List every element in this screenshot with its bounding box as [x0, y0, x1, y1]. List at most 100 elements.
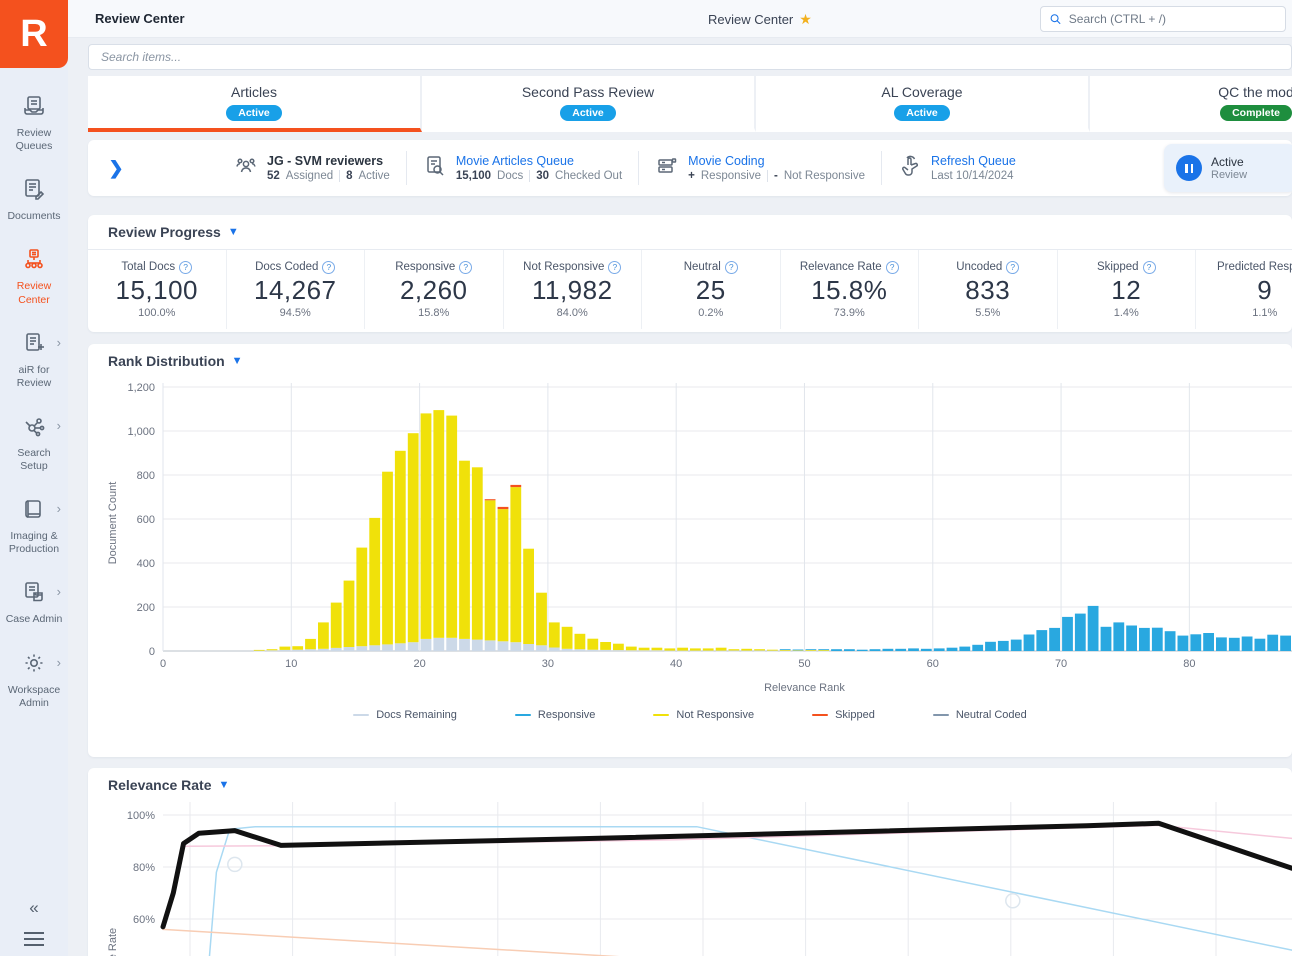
stat-label: Skipped?: [1097, 260, 1156, 274]
stat-label: Total Docs?: [121, 260, 193, 274]
legend-skipped: Skipped: [812, 709, 875, 721]
review-progress-title: Review Progress: [108, 224, 221, 240]
tab-articles[interactable]: Articles Active: [88, 76, 422, 132]
stat-percent: 1.1%: [1252, 306, 1278, 319]
queue-segment-title[interactable]: Movie Coding: [688, 154, 765, 168]
project-tabs: Articles Active Second Pass Review Active AL…: [88, 76, 1292, 132]
queue-segment-stats: 15,100 Docs 30 Checked Out: [455, 170, 623, 182]
queue-segment-title[interactable]: Movie Articles Queue: [455, 154, 574, 168]
status-badge: Active: [894, 104, 950, 121]
svg-text:10: 10: [285, 658, 297, 670]
not-responsive-bars: [253, 410, 830, 651]
rank-chart-legend: Docs Remaining Responsive Not Responsive Sk…: [88, 709, 1292, 721]
divider: [881, 151, 882, 185]
sidebar-item-label: Review Center: [16, 280, 52, 306]
queue-segment-jg-svm-reviewers: JG - SVM reviewers 52 Assigned 8 Active: [144, 150, 406, 186]
lower-bound-orange--line: [162, 928, 620, 956]
sidebar-item-review-queues[interactable]: Review Queues: [0, 90, 68, 157]
stat-docs-coded: Docs Coded? 14,267 94.5%: [227, 250, 365, 329]
stat-value: 15,100: [115, 274, 199, 305]
help-icon[interactable]: ?: [322, 260, 336, 274]
breadcrumb-title: Review Center ★: [708, 11, 812, 27]
docs-remaining-bars: [253, 637, 830, 652]
svg-text:80: 80: [1183, 658, 1195, 670]
help-icon[interactable]: ?: [459, 260, 473, 274]
refresh-icon: [898, 154, 922, 183]
help-icon[interactable]: ?: [1006, 260, 1020, 274]
svg-text:400: 400: [137, 558, 155, 570]
rank-distribution-chart: 0 200 400 600 800 1,000 1,200 0 10 20 30 40 50 60 70 80…: [88, 378, 1292, 713]
sidebar-item-air-for-review[interactable]: › aiR for Review: [0, 327, 68, 394]
legend-docs-remaining: Docs Remaining: [353, 709, 457, 721]
legend-swatch: [514, 713, 531, 717]
help-icon[interactable]: ?: [179, 260, 193, 274]
help-icon[interactable]: ?: [724, 260, 738, 274]
chevron-down-icon[interactable]: ▼: [231, 355, 243, 367]
menu-icon[interactable]: [24, 932, 44, 946]
tab-second-pass-review[interactable]: Second Pass Review Active: [422, 76, 756, 132]
legend-swatch: [653, 713, 670, 717]
stat-label: Responsive?: [395, 260, 473, 274]
queue-segment-movie-coding: Movie Coding + Responsive - Not Responsive: [639, 150, 881, 186]
status-badge: Complete: [1220, 104, 1292, 121]
help-icon[interactable]: ?: [1142, 260, 1156, 274]
chevron-right-icon: ›: [56, 417, 61, 433]
collapse-sidebar-icon[interactable]: «: [29, 898, 39, 917]
sidebar-item-search-setup[interactable]: › Search Setup: [0, 410, 68, 477]
global-search[interactable]: [1040, 6, 1286, 32]
global-search-input[interactable]: [1068, 12, 1277, 26]
queue-summary-bar: ❯ JG - SVM reviewers 52 Assigned 8 Active Movi…: [88, 140, 1292, 196]
status-badge: Active: [560, 104, 616, 121]
favorite-star-icon[interactable]: ★: [799, 11, 812, 27]
stat-neutral: Neutral? 25 0.2%: [642, 250, 781, 329]
queue-status-sub: Review: [1211, 169, 1248, 181]
expand-queue-chevron-icon[interactable]: ❯: [108, 157, 124, 178]
stat-label: Not Responsive?: [523, 260, 622, 274]
sidebar-item-workspace-admin[interactable]: › Workspace Admin: [0, 647, 68, 714]
tab-qc-the-mod[interactable]: QC the mod Complete: [1090, 76, 1292, 132]
svg-text:30: 30: [542, 658, 554, 670]
divider: [405, 151, 407, 185]
queue-segment-stats: Last 10/14/2024: [931, 170, 1014, 182]
legend-label: Responsive: [537, 709, 596, 721]
stat-label: Relevance Rate?: [800, 260, 899, 274]
rank-distribution-title: Rank Distribution: [108, 353, 225, 369]
legend-neutral-coded: Neutral Coded: [932, 709, 1027, 721]
relevance-rate-chart: 100% 80% 60% Relevance Rate: [88, 802, 1292, 956]
filter-items-input[interactable]: [88, 44, 1292, 70]
stat-value: 12: [1111, 274, 1142, 305]
sidebar-item-case-admin[interactable]: › Case Admin: [0, 576, 68, 630]
tab-label: Second Pass Review: [521, 83, 655, 100]
relativity-logo[interactable]: R: [0, 0, 68, 68]
stat-total-docs: Total Docs? 15,100 100.0%: [88, 250, 227, 329]
imaging-production-icon: [22, 497, 46, 526]
stat-predicted-resp: Predicted Resp?91.1%: [1196, 250, 1292, 329]
queue-status-card: Active Review: [1164, 144, 1292, 192]
stat-percent: 73.9%: [833, 306, 865, 319]
legend-swatch: [812, 713, 829, 717]
sidebar-item-imaging-production[interactable]: › Imaging & Production: [0, 493, 68, 560]
sidebar-item-review-center[interactable]: Review Center: [0, 243, 68, 310]
chevron-right-icon: ›: [56, 654, 61, 670]
stat-value: 833: [965, 274, 1011, 305]
tab-al-coverage[interactable]: AL Coverage Active: [756, 76, 1090, 132]
svg-text:70: 70: [1055, 658, 1067, 670]
help-icon[interactable]: ?: [885, 260, 899, 274]
sidebar-item-documents[interactable]: Documents: [0, 173, 68, 227]
queue-segment-movie-articles-queue: Movie Articles Queue 15,100 Docs 30 Checked …: [407, 150, 638, 186]
stat-label: Uncoded?: [956, 260, 1020, 274]
svg-text:0: 0: [160, 658, 166, 670]
chevron-down-icon[interactable]: ▼: [218, 779, 230, 791]
legend-not-responsive: Not Responsive: [653, 709, 754, 721]
queue-segment-title[interactable]: Refresh Queue: [931, 154, 1016, 168]
relevance-rate-card: Relevance Rate ▼ 100% 80% 60% Relevance Rat…: [88, 768, 1292, 956]
queue-segment-stats: + Responsive - Not Responsive: [688, 170, 865, 182]
legend-swatch: [932, 713, 949, 717]
review-center-icon: [22, 247, 46, 276]
pause-button[interactable]: [1176, 155, 1202, 181]
chevron-down-icon[interactable]: ▼: [227, 226, 239, 238]
svg-text:50: 50: [798, 658, 810, 670]
help-icon[interactable]: ?: [608, 260, 622, 274]
stat-percent: 5.5%: [975, 306, 1001, 319]
